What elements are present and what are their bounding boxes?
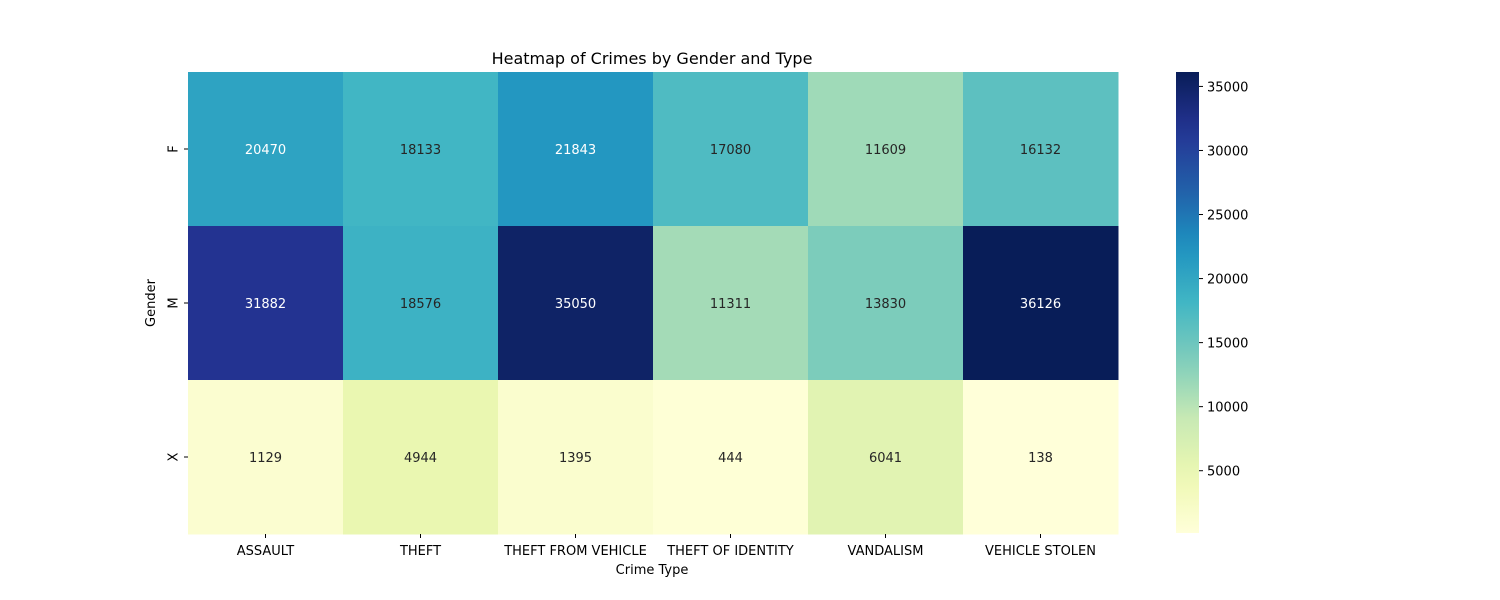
- x-tick-label: ASSAULT: [237, 544, 294, 559]
- heatmap-cell: [343, 72, 499, 227]
- y-tick-label: F: [167, 145, 182, 152]
- heatmap-cell: [808, 72, 964, 227]
- heatmap-cell: [343, 226, 499, 381]
- heatmap-cell: [808, 226, 964, 381]
- heatmap-cell: [498, 226, 654, 381]
- heatmap-grid: 20470 18133 21843 17080 11609 16132 31882 18576…: [188, 72, 1119, 535]
- heatmap-cell: [498, 380, 654, 535]
- colorbar-tick-label: 20000: [1207, 273, 1248, 288]
- cell-value-label: 11609: [865, 143, 906, 158]
- colorbar-tick-label: 35000: [1207, 80, 1248, 95]
- y-axis-ticks: F M X: [167, 145, 188, 461]
- cell-value-label: 17080: [710, 143, 751, 158]
- colorbar-tick-label: 10000: [1207, 401, 1248, 416]
- heatmap-cell: [963, 226, 1119, 381]
- cell-value-label: 21843: [555, 143, 596, 158]
- heatmap-cell: [188, 72, 344, 227]
- cell-value-label: 20470: [245, 143, 286, 158]
- cell-value-label: 138: [1028, 451, 1053, 466]
- heatmap-cell: [188, 226, 344, 381]
- cell-value-label: 18133: [400, 143, 441, 158]
- cell-value-label: 4944: [404, 451, 437, 466]
- colorbar-tick-label: 30000: [1207, 144, 1248, 159]
- x-axis-label: Crime Type: [616, 563, 689, 578]
- y-axis-label: Gender: [144, 278, 159, 327]
- cell-value-label: 36126: [1020, 297, 1061, 312]
- cell-value-label: 11311: [710, 297, 751, 312]
- chart-title: Heatmap of Crimes by Gender and Type: [492, 49, 813, 68]
- heatmap-cell: [963, 72, 1119, 227]
- heatmap-cell: [343, 380, 499, 535]
- heatmap-cell: [188, 380, 344, 535]
- y-tick-label: M: [167, 297, 182, 308]
- x-axis-ticks: ASSAULT THEFT THEFT FROM VEHICLE THEFT OF I…: [237, 534, 1096, 559]
- cell-value-label: 18576: [400, 297, 441, 312]
- cell-value-label: 1129: [249, 451, 282, 466]
- x-tick-label: VEHICLE STOLEN: [985, 544, 1096, 559]
- cell-value-label: 6041: [869, 451, 902, 466]
- heatmap-cell: [963, 380, 1119, 535]
- x-tick-label: VANDALISM: [848, 544, 924, 559]
- x-tick-label: THEFT OF IDENTITY: [666, 544, 794, 559]
- colorbar-ticks: 5000 10000 15000 20000 25000 30000 35000: [1199, 80, 1248, 480]
- cell-value-label: 35050: [555, 297, 596, 312]
- cell-value-label: 1395: [559, 451, 592, 466]
- colorbar-tick-label: 25000: [1207, 209, 1248, 224]
- colorbar: [1176, 72, 1199, 533]
- heatmap-cell: [653, 72, 809, 227]
- heatmap-cell: [498, 72, 654, 227]
- colorbar-tick-label: 5000: [1207, 465, 1240, 480]
- y-tick-label: X: [167, 452, 182, 461]
- colorbar-tick-label: 15000: [1207, 337, 1248, 352]
- heatmap-cell: [653, 380, 809, 535]
- cell-value-label: 16132: [1020, 143, 1061, 158]
- x-tick-label: THEFT FROM VEHICLE: [503, 544, 647, 559]
- heatmap-cell: [653, 226, 809, 381]
- cell-value-label: 31882: [245, 297, 286, 312]
- x-tick-label: THEFT: [399, 544, 441, 559]
- cell-value-label: 444: [718, 451, 743, 466]
- cell-value-label: 13830: [865, 297, 906, 312]
- heatmap-cell: [808, 380, 964, 535]
